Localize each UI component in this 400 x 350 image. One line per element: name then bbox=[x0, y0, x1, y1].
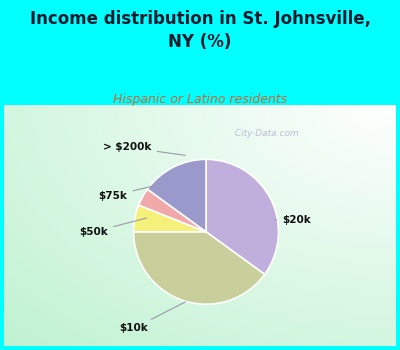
Text: $50k: $50k bbox=[79, 218, 146, 237]
Wedge shape bbox=[206, 159, 278, 274]
Text: $75k: $75k bbox=[99, 184, 161, 201]
Text: Income distribution in St. Johnsville,
NY (%): Income distribution in St. Johnsville, N… bbox=[30, 10, 370, 51]
Wedge shape bbox=[148, 159, 206, 232]
Wedge shape bbox=[139, 189, 206, 232]
Text: $10k: $10k bbox=[119, 302, 186, 334]
Text: > $200k: > $200k bbox=[103, 142, 185, 155]
Text: Hispanic or Latino residents: Hispanic or Latino residents bbox=[113, 93, 287, 106]
Wedge shape bbox=[134, 205, 206, 232]
Wedge shape bbox=[134, 232, 265, 304]
Text: City-Data.com: City-Data.com bbox=[229, 129, 299, 138]
Text: $20k: $20k bbox=[275, 215, 311, 225]
